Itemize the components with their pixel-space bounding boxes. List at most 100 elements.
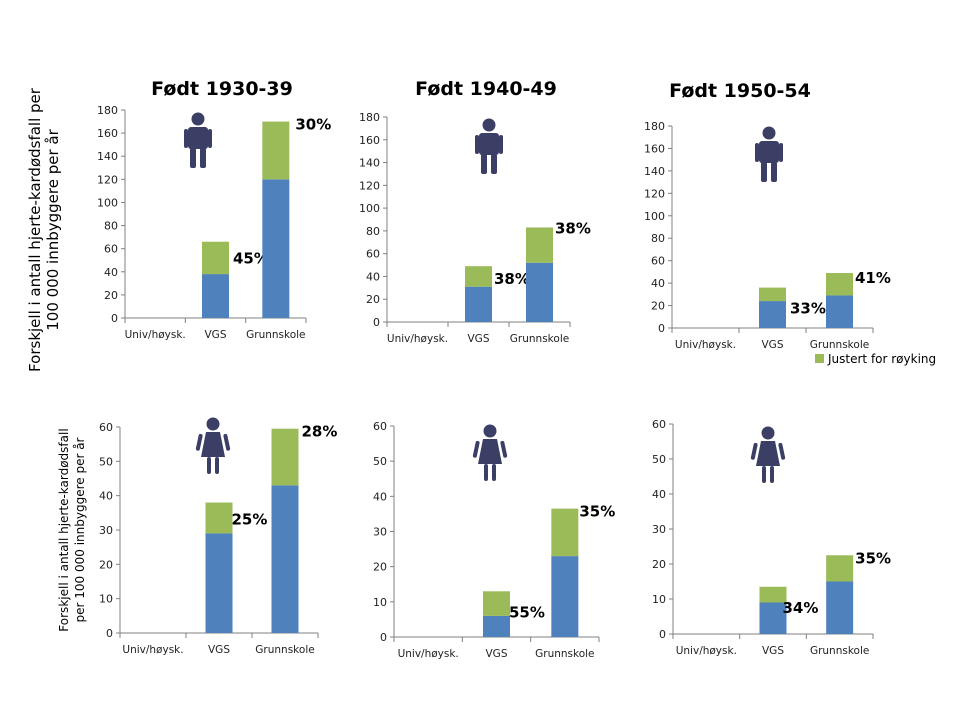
data-label-percent: 28% [302,423,338,441]
x-tick-label: VGS [468,333,490,345]
data-label-percent: 35% [855,549,891,567]
chart-title: Født 1930-39 [151,78,293,100]
y-tick-label: 60 [104,243,118,256]
legend-swatch [815,354,824,363]
y-tick-label: 50 [373,455,387,468]
x-tick-label: Univ/høysk. [398,648,459,660]
y-tick-label: 30 [99,524,113,537]
y-tick-label: 10 [373,596,387,609]
y-tick-label: 80 [651,232,665,245]
y-tick-label: 50 [99,455,113,468]
x-tick-label: Grunnskole [246,329,305,341]
bar-adjusted-smoking [205,502,233,534]
y-tick-label: 0 [658,322,665,335]
bar-adjusted-smoking [759,287,786,302]
y-tick-label: 80 [366,225,380,238]
chart-panel-2: Født 1940-49 0 20 40 60 80 100 120 140 160 180 Univ… [359,78,591,345]
bar-base [759,602,787,634]
female-icon [750,426,786,483]
data-label-percent: 35% [579,503,615,521]
y-tick-label: 160 [359,134,380,147]
bar-adjusted-smoking [826,555,854,582]
y-tick-label: 60 [373,420,387,433]
y-tick-label: 0 [111,312,118,325]
y-tick-label: 80 [104,220,118,233]
x-tick-label: Univ/høysk. [125,329,186,341]
data-label-percent: 34% [783,599,819,617]
x-tick-label: Grunnskole [810,339,869,351]
y-tick-label: 160 [97,127,118,140]
bar-adjusted-smoking [465,266,492,287]
y-tick-label: 140 [97,150,118,163]
data-label-percent: 25% [232,511,268,529]
x-tick-label: Univ/høysk. [675,339,736,351]
y-tick-label: 140 [359,157,380,170]
chart-title: Født 1950-54 [669,80,811,102]
data-label-percent: 55% [509,603,545,621]
y-tick-label: 20 [373,561,387,574]
legend: Justert for røyking [815,352,936,366]
chart-title: Født 1940-49 [415,78,557,100]
data-label-percent: 30% [295,116,331,134]
male-icon [755,126,783,182]
male-icon [184,112,212,168]
y-tick-label: 50 [652,453,666,466]
y-tick-label: 120 [644,187,665,200]
y-tick-label: 60 [651,255,665,268]
y-axis-title-bottom: Forskjell i antall hjerte-kardødsfall per… [57,428,87,631]
data-label-percent: 45% [233,250,269,268]
male-icon [475,118,503,174]
y-tick-label: 40 [652,488,666,501]
bar-base [205,533,233,633]
y-tick-label: 40 [104,266,118,279]
y-tick-label: 0 [106,627,113,640]
y-tick-label: 100 [644,210,665,223]
y-tick-label: 20 [99,558,113,571]
x-tick-label: Univ/høysk. [387,333,448,345]
y-tick-label: 40 [373,490,387,503]
chart-panel-1: Født 1930-39 0 20 40 60 80 100 120 140 160 180 Univ… [97,78,331,341]
x-tick-label: VGS [486,648,508,660]
y-tick-label: 60 [366,248,380,261]
y-tick-label: 60 [99,421,113,434]
y-tick-label: 180 [97,104,118,117]
y-tick-label: 100 [97,196,118,209]
y-axis-title-top: Forskjell i antall hjerte-kardødsfall pe… [26,87,62,372]
y-tick-label: 160 [644,142,665,155]
y-tick-label: 30 [373,526,387,539]
female-icon [472,424,508,481]
y-tick-label: 30 [652,523,666,536]
chart-panel-6: 0 10 20 30 40 50 60 Univ/høysk. VGS 34% Grunnskole… [652,418,891,657]
y-tick-label: 40 [99,490,113,503]
y-tick-label: 40 [651,277,665,290]
bar-adjusted-smoking [271,428,299,486]
x-tick-label: Grunnskole [535,648,594,660]
y-tick-label: 40 [366,270,380,283]
y-tick-label: 20 [104,289,118,302]
bar-base [826,581,854,634]
x-tick-label: VGS [762,645,784,657]
bar-adjusted-smoking [262,121,290,180]
chart-panel-3: Født 1950-54 0 20 40 60 80 100 120 140 160 180 Univ… [644,80,891,351]
bar-adjusted-smoking [551,508,579,557]
x-tick-label: Univ/høysk. [122,644,183,656]
y-tick-label: 140 [644,165,665,178]
legend-label: Justert for røyking [827,352,936,366]
y-tick-label: 0 [380,631,387,644]
data-label-percent: 38% [555,219,591,237]
chart-panel-5: 0 10 20 30 40 50 60 Univ/høysk. VGS 55% Grunnskole… [373,420,615,660]
bar-base [465,286,492,322]
y-tick-label: 20 [652,558,666,571]
x-tick-label: VGS [762,339,784,351]
data-label-percent: 33% [790,300,826,318]
y-tick-label: 120 [359,179,380,192]
bar-adjusted-smoking [526,227,553,263]
y-tick-label: 10 [99,593,113,606]
bar-base [551,556,579,637]
y-tick-label: 60 [652,418,666,431]
x-tick-label: Grunnskole [255,644,314,656]
x-tick-label: Univ/høysk. [676,645,737,657]
bar-base [202,274,229,318]
